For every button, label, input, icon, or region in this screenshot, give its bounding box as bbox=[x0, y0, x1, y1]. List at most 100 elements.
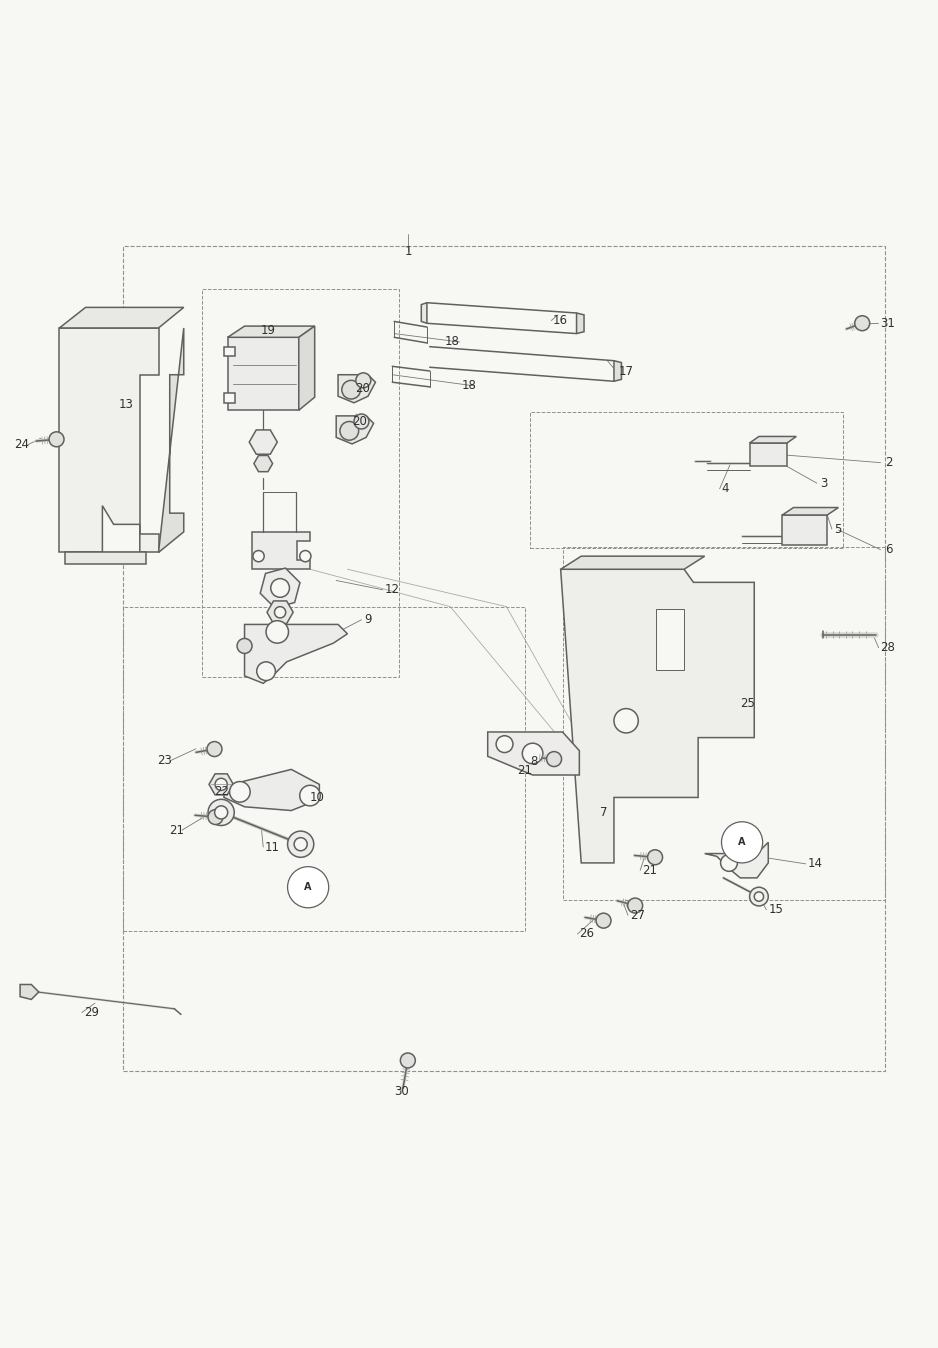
Text: 16: 16 bbox=[553, 314, 568, 328]
Circle shape bbox=[749, 887, 768, 906]
Text: 6: 6 bbox=[885, 543, 893, 557]
Circle shape bbox=[215, 778, 227, 790]
Polygon shape bbox=[561, 557, 704, 569]
Polygon shape bbox=[782, 508, 839, 515]
Text: 9: 9 bbox=[364, 613, 371, 627]
Polygon shape bbox=[561, 569, 754, 863]
Bar bbox=[656, 609, 684, 670]
Polygon shape bbox=[224, 394, 235, 403]
Text: 3: 3 bbox=[820, 477, 827, 489]
Text: 5: 5 bbox=[834, 523, 841, 535]
Polygon shape bbox=[749, 437, 796, 443]
Polygon shape bbox=[245, 624, 347, 683]
Bar bbox=[123, 607, 525, 931]
Circle shape bbox=[628, 898, 643, 913]
Polygon shape bbox=[336, 417, 373, 443]
Circle shape bbox=[295, 837, 308, 851]
Circle shape bbox=[237, 639, 252, 654]
Polygon shape bbox=[421, 303, 427, 324]
Circle shape bbox=[288, 867, 328, 907]
Bar bbox=[749, 443, 787, 466]
Bar bbox=[123, 245, 885, 1072]
Circle shape bbox=[721, 822, 763, 863]
Circle shape bbox=[275, 607, 286, 617]
Text: 21: 21 bbox=[169, 824, 184, 837]
Circle shape bbox=[341, 380, 360, 399]
Text: 21: 21 bbox=[518, 764, 533, 776]
Polygon shape bbox=[254, 456, 273, 472]
Text: 29: 29 bbox=[83, 1006, 98, 1019]
Circle shape bbox=[522, 743, 543, 764]
Polygon shape bbox=[20, 984, 38, 999]
Circle shape bbox=[855, 315, 870, 330]
Polygon shape bbox=[338, 375, 375, 403]
Text: 28: 28 bbox=[881, 642, 896, 654]
Text: 12: 12 bbox=[385, 584, 400, 596]
Circle shape bbox=[49, 431, 64, 446]
Polygon shape bbox=[102, 506, 140, 553]
Text: 20: 20 bbox=[352, 415, 367, 429]
Polygon shape bbox=[224, 770, 319, 810]
Text: 27: 27 bbox=[629, 909, 644, 922]
Text: A: A bbox=[305, 882, 312, 892]
Text: 13: 13 bbox=[118, 398, 133, 411]
Circle shape bbox=[401, 1053, 416, 1068]
Circle shape bbox=[596, 913, 611, 929]
Text: 15: 15 bbox=[768, 903, 783, 917]
Text: 26: 26 bbox=[580, 927, 595, 941]
Polygon shape bbox=[59, 328, 159, 553]
Circle shape bbox=[288, 832, 313, 857]
Bar bbox=[530, 412, 843, 547]
Circle shape bbox=[614, 709, 638, 733]
Polygon shape bbox=[228, 326, 314, 337]
Text: 11: 11 bbox=[265, 841, 280, 853]
Bar bbox=[563, 547, 885, 900]
Text: 18: 18 bbox=[445, 336, 460, 349]
Text: 20: 20 bbox=[355, 383, 370, 395]
Text: 24: 24 bbox=[14, 438, 29, 452]
Circle shape bbox=[300, 550, 311, 562]
Circle shape bbox=[253, 550, 265, 562]
Text: 4: 4 bbox=[721, 483, 729, 495]
Circle shape bbox=[230, 782, 250, 802]
Polygon shape bbox=[260, 568, 300, 608]
Circle shape bbox=[496, 736, 513, 752]
Polygon shape bbox=[209, 774, 234, 795]
Circle shape bbox=[647, 849, 662, 865]
Polygon shape bbox=[488, 732, 580, 775]
Circle shape bbox=[271, 578, 290, 597]
Circle shape bbox=[207, 741, 222, 756]
Polygon shape bbox=[228, 337, 299, 410]
Text: 22: 22 bbox=[215, 786, 230, 798]
Bar bbox=[203, 288, 399, 677]
Text: 18: 18 bbox=[461, 379, 477, 392]
Text: A: A bbox=[738, 837, 746, 848]
Circle shape bbox=[340, 422, 358, 441]
Text: 30: 30 bbox=[394, 1085, 409, 1097]
Text: 25: 25 bbox=[740, 697, 755, 710]
Polygon shape bbox=[577, 313, 584, 333]
Text: 7: 7 bbox=[600, 806, 608, 820]
Polygon shape bbox=[224, 346, 235, 356]
Circle shape bbox=[215, 806, 228, 820]
Circle shape bbox=[356, 373, 371, 388]
Polygon shape bbox=[159, 328, 184, 553]
Text: 23: 23 bbox=[157, 755, 172, 767]
Circle shape bbox=[266, 620, 289, 643]
Text: 19: 19 bbox=[261, 325, 276, 337]
Polygon shape bbox=[59, 307, 184, 328]
Polygon shape bbox=[267, 601, 294, 624]
Polygon shape bbox=[252, 532, 310, 569]
Polygon shape bbox=[250, 430, 278, 454]
Polygon shape bbox=[299, 326, 314, 410]
Circle shape bbox=[300, 786, 320, 806]
Circle shape bbox=[208, 810, 223, 825]
Text: 21: 21 bbox=[642, 864, 657, 878]
Bar bbox=[782, 515, 827, 545]
Circle shape bbox=[720, 855, 737, 871]
Text: 1: 1 bbox=[404, 245, 412, 257]
Text: 2: 2 bbox=[885, 456, 893, 469]
Text: 10: 10 bbox=[310, 791, 325, 803]
Text: 8: 8 bbox=[530, 755, 537, 768]
Circle shape bbox=[354, 414, 369, 429]
